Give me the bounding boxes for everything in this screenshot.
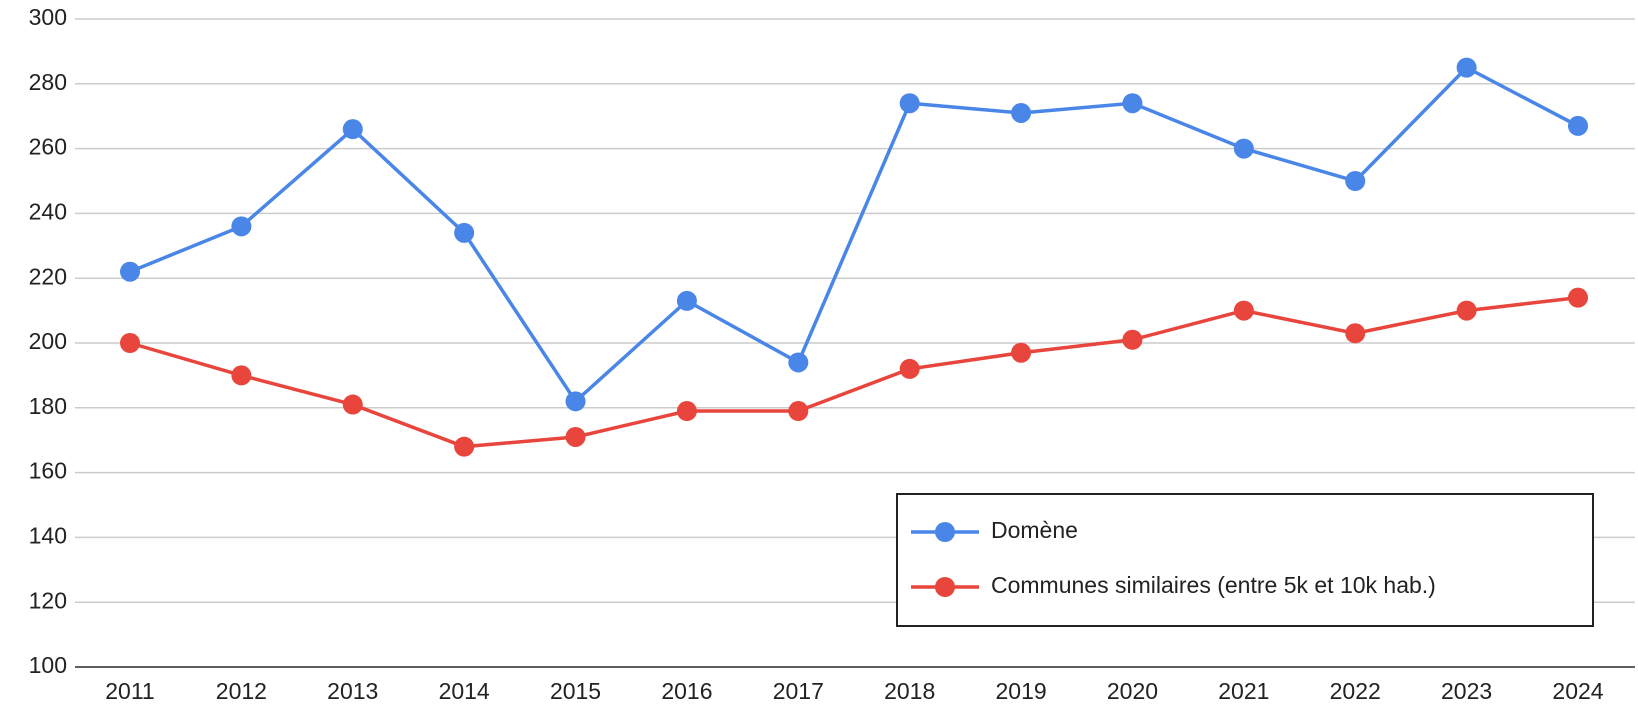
x-tick-label: 2024 — [1552, 678, 1603, 704]
data-point — [1011, 342, 1032, 363]
data-point — [1456, 300, 1477, 321]
y-tick-label: 200 — [29, 328, 67, 354]
y-tick-label: 180 — [29, 393, 67, 419]
x-tick-label: 2020 — [1107, 678, 1158, 704]
y-tick-label: 240 — [29, 198, 67, 224]
y-tick-label: 300 — [29, 4, 67, 30]
data-point — [1345, 171, 1366, 191]
data-point — [676, 401, 697, 422]
data-point — [342, 119, 363, 140]
data-point — [1122, 329, 1143, 350]
data-point — [231, 365, 252, 386]
data-point — [788, 401, 809, 422]
data-point — [899, 93, 920, 114]
y-tick-label: 140 — [29, 522, 67, 548]
data-point — [1122, 93, 1143, 114]
y-tick-label: 260 — [29, 134, 67, 160]
x-tick-label: 2016 — [661, 678, 712, 704]
data-point — [120, 333, 140, 353]
x-tick-label: 2012 — [216, 678, 267, 704]
data-point — [454, 222, 475, 243]
legend-label: Domène — [991, 517, 1078, 543]
legend-box — [896, 493, 1594, 627]
y-tick-label: 100 — [29, 652, 67, 678]
data-point — [1456, 57, 1477, 78]
x-tick-label: 2022 — [1330, 678, 1381, 704]
data-point — [1233, 138, 1254, 159]
data-point — [676, 290, 697, 311]
x-tick-label: 2013 — [327, 678, 378, 704]
data-point — [1233, 300, 1254, 321]
x-tick-label: 2014 — [439, 678, 490, 704]
y-tick-label: 120 — [29, 587, 67, 613]
x-tick-label: 2021 — [1218, 678, 1269, 704]
x-tick-label: 2019 — [995, 678, 1046, 704]
legend: Domène Communes similaires (entre 5k et 1… — [896, 493, 1594, 627]
x-tick-label: 2011 — [105, 678, 154, 704]
legend-marker — [935, 577, 955, 597]
data-point — [565, 391, 586, 412]
legend-label: Communes similaires (entre 5k et 10k hab… — [991, 572, 1436, 598]
y-tick-label: 160 — [29, 458, 67, 484]
data-point — [1568, 115, 1588, 136]
data-point — [788, 352, 809, 373]
y-tick-label: 220 — [29, 263, 67, 289]
x-tick-label: 2015 — [550, 678, 601, 704]
data-point — [454, 436, 475, 457]
data-point — [1345, 323, 1366, 344]
data-point — [565, 426, 586, 447]
legend-marker — [935, 522, 955, 542]
data-point — [1011, 102, 1032, 123]
data-point — [342, 394, 363, 415]
series-line — [129, 65, 1579, 404]
x-tick-label: 2023 — [1441, 678, 1492, 704]
y-tick-label: 280 — [29, 69, 67, 95]
data-point — [231, 216, 252, 237]
series-line — [129, 295, 1579, 449]
x-tick-label: 2018 — [884, 678, 935, 704]
data-point — [120, 261, 140, 282]
x-tick-label: 2017 — [773, 678, 824, 704]
data-point — [1568, 287, 1588, 308]
data-point — [899, 358, 920, 379]
